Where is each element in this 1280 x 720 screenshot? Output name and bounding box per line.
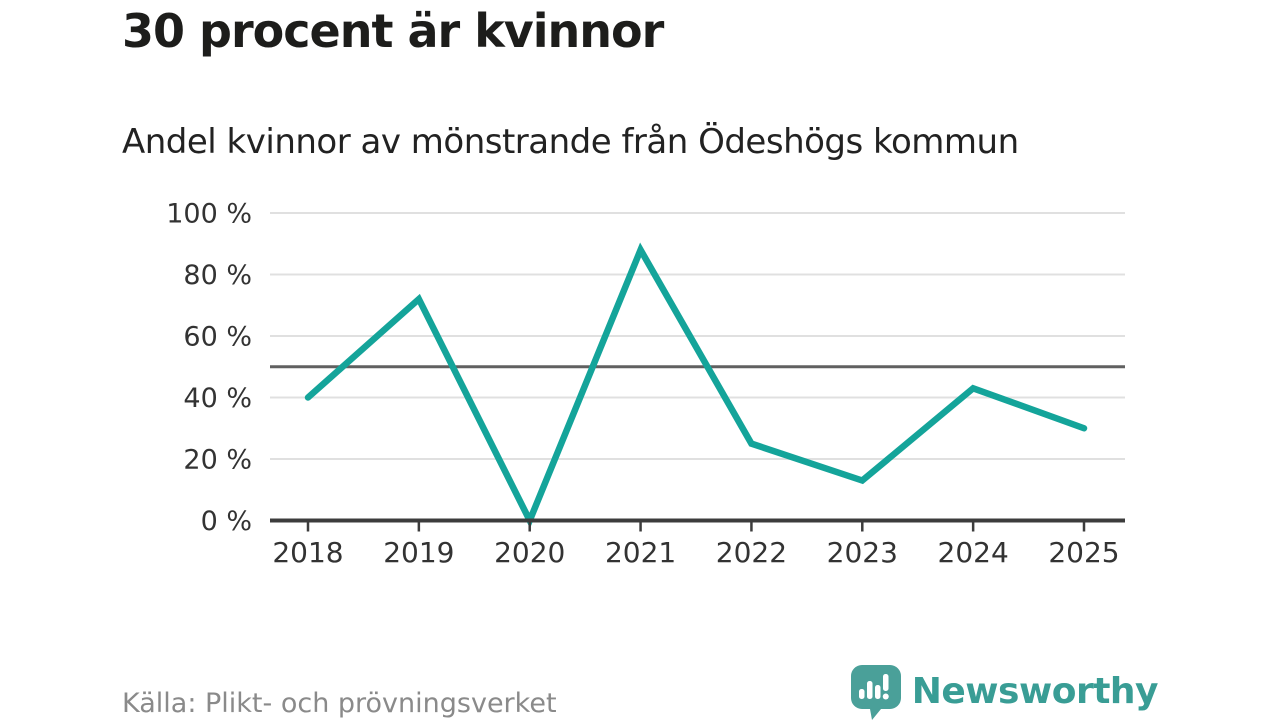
logo-bar-medium bbox=[874, 685, 881, 699]
y-axis-label: 80 % bbox=[183, 260, 252, 291]
x-axis-label: 2025 bbox=[1048, 536, 1119, 569]
y-axis-label: 0 % bbox=[201, 506, 252, 537]
chart-subtitle: Andel kvinnor av mönstrande från Ödeshög… bbox=[122, 122, 1019, 162]
logo-bar-tall bbox=[866, 681, 873, 699]
data-line bbox=[304, 242, 1088, 529]
y-axis-label: 40 % bbox=[183, 383, 252, 414]
x-axis-label: 2021 bbox=[605, 536, 676, 569]
y-axis-label: 60 % bbox=[183, 322, 252, 353]
logo-exclamation-dot bbox=[882, 693, 889, 700]
x-axis-label: 2018 bbox=[272, 536, 343, 569]
brand-name: Newsworthy bbox=[911, 671, 1159, 712]
logo-exclamation-bar bbox=[882, 674, 889, 691]
x-axis-label: 2019 bbox=[383, 536, 454, 569]
newsworthy-logo: Newsworthy bbox=[850, 664, 1159, 720]
newsworthy-bubble-icon bbox=[850, 665, 901, 720]
y-axis-label: 100 % bbox=[166, 199, 252, 230]
page-title: 30 procent är kvinnor bbox=[122, 4, 664, 58]
source-caption: Källa: Plikt- och prövningsverket bbox=[122, 688, 557, 719]
x-axis-label: 2020 bbox=[494, 536, 565, 569]
x-axis-label: 2024 bbox=[938, 536, 1009, 569]
y-axis-label: 20 % bbox=[183, 445, 252, 476]
x-axis-label: 2022 bbox=[716, 536, 787, 569]
x-axis-label: 2023 bbox=[827, 536, 898, 569]
logo-bar-small bbox=[858, 689, 865, 699]
